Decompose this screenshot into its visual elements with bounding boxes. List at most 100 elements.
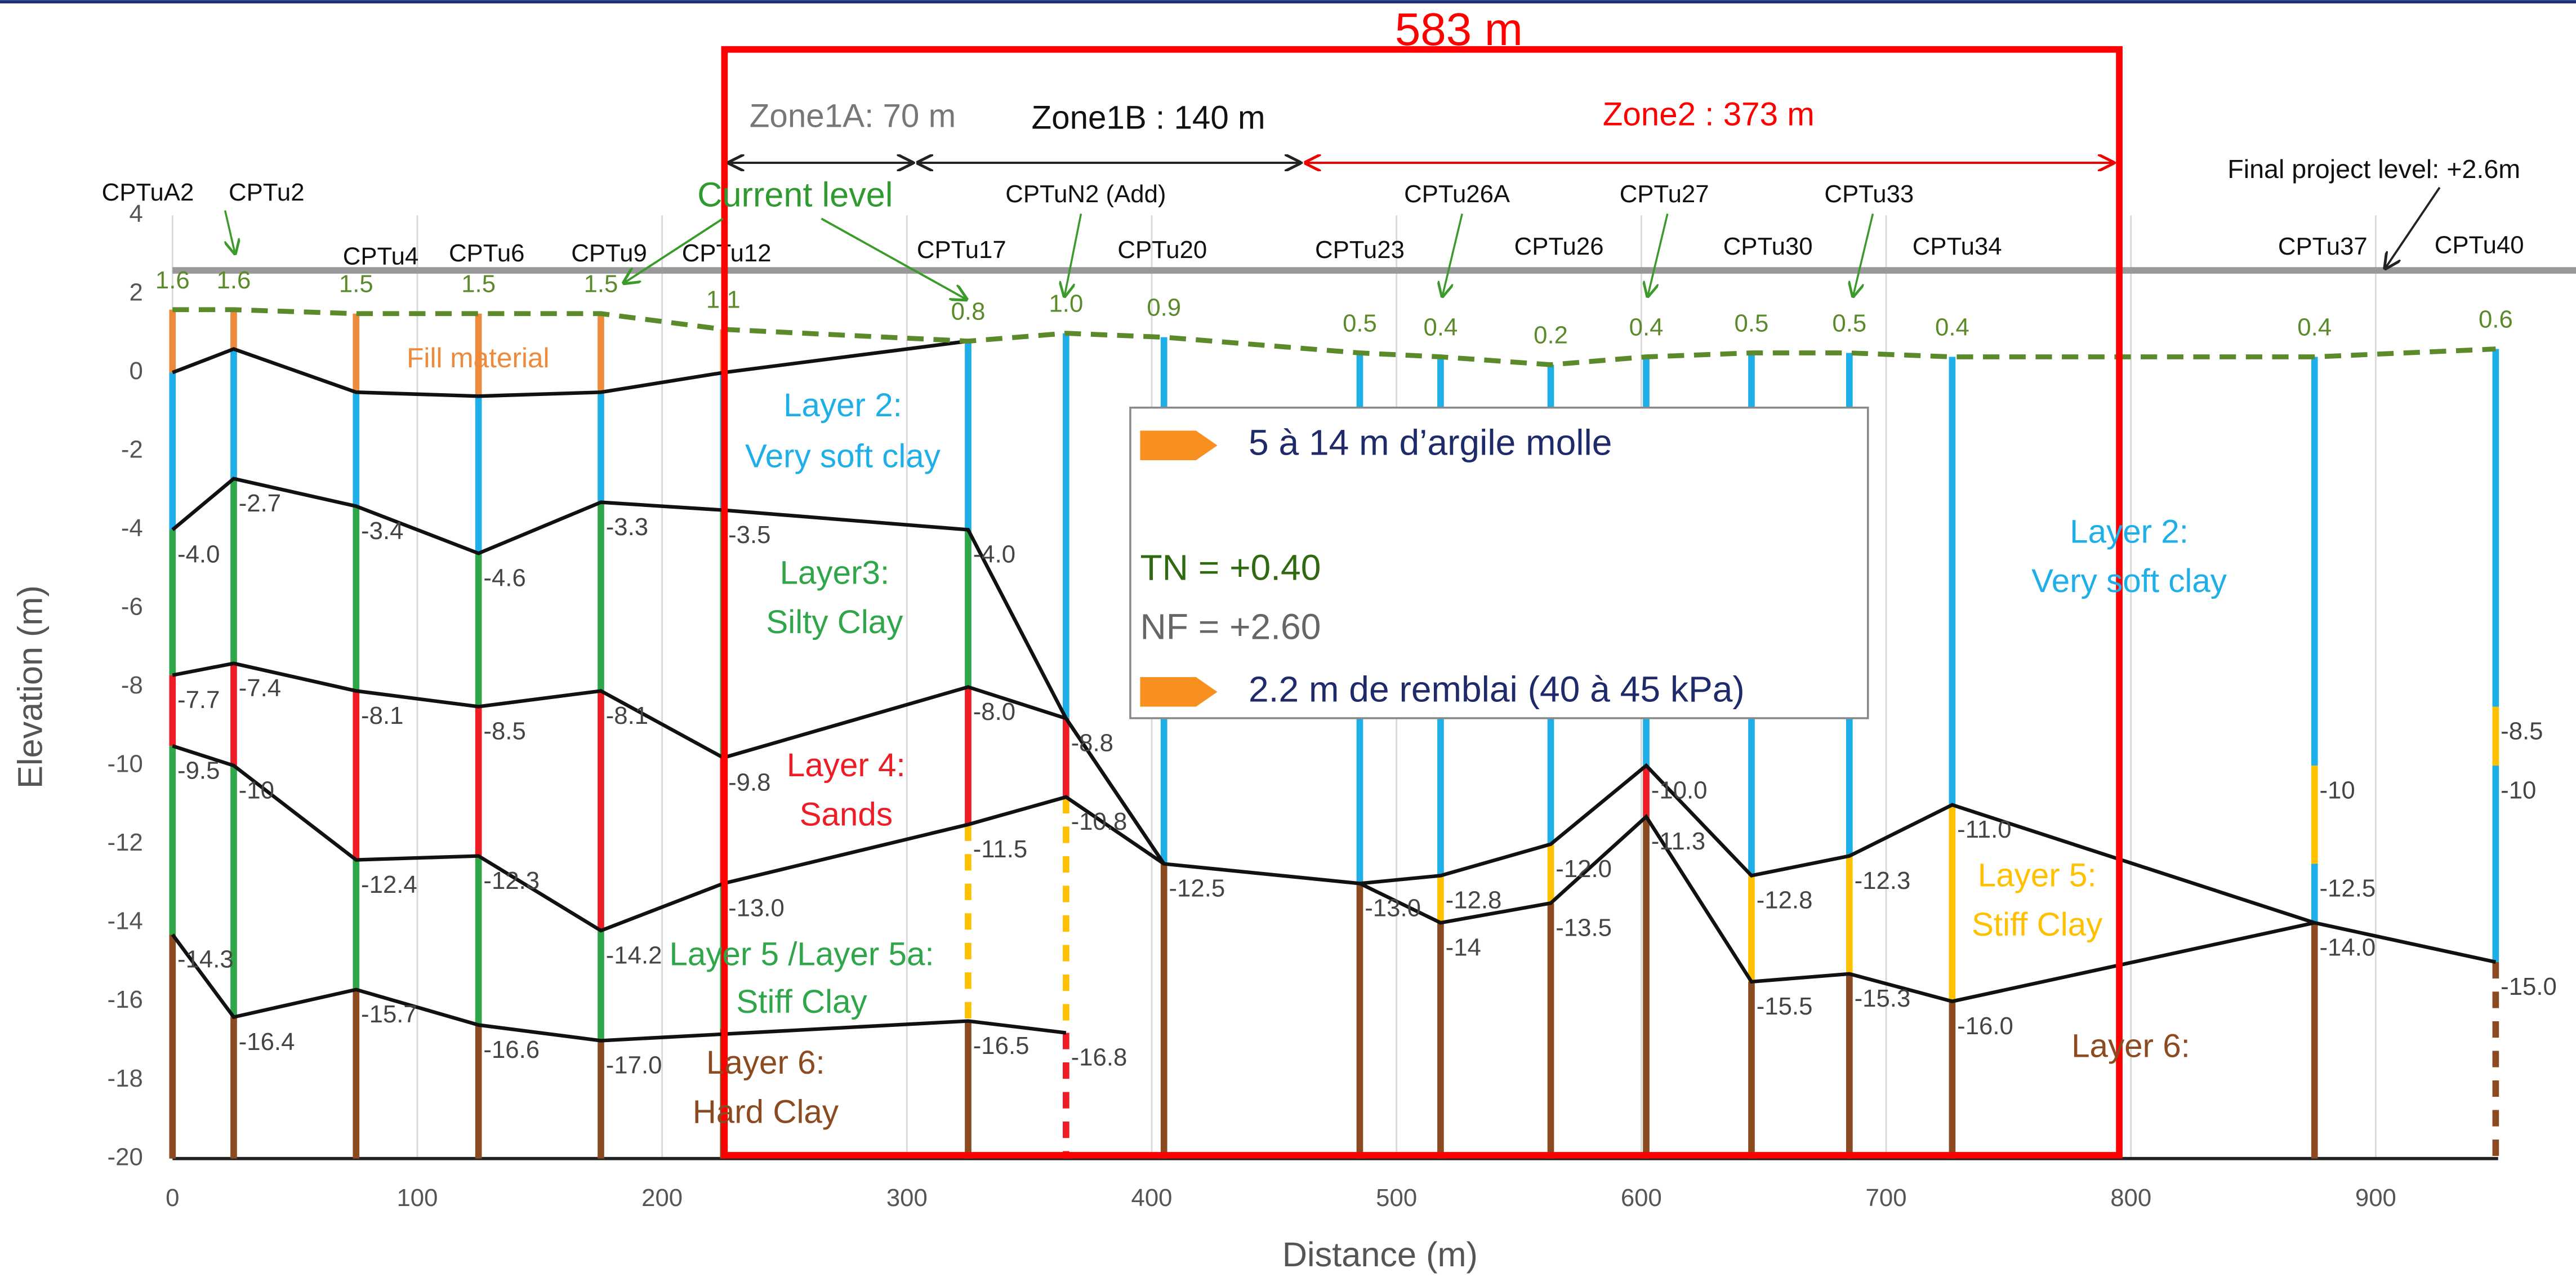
x-axis-title: Distance (m) [1282, 1235, 1478, 1274]
borehole-name: CPTu27 [1620, 180, 1709, 208]
legend: 5 à 14 m d’argile molle TN = +0.40 NF = … [1129, 406, 1869, 719]
ground-level-label: 1.5 [461, 270, 496, 298]
boundary-label: -15.0 [2501, 973, 2557, 1000]
y-tick-label: 2 [129, 278, 142, 306]
ground-level-label: 1.0 [1049, 290, 1083, 318]
layer-label: Fill material [407, 342, 549, 373]
legend-text: 5 à 14 m d’argile molle [1249, 422, 1612, 463]
boundary-label: -10 [239, 776, 274, 804]
boundary-label: -16.8 [1071, 1044, 1127, 1071]
boundary-label: -14.2 [606, 941, 662, 969]
borehole-name: CPTu34 [1913, 233, 2002, 260]
ground-level-label: 1.5 [584, 270, 618, 298]
boundary-label: -12.8 [1757, 887, 1813, 914]
borehole-name: CPTu23 [1315, 236, 1405, 264]
boundary-label: -4.0 [177, 541, 220, 568]
boundary-label: -12.5 [2319, 875, 2376, 902]
y-tick-label: -4 [121, 514, 143, 542]
y-tick-label: -16 [108, 986, 143, 1013]
x-tick-label: 100 [396, 1184, 438, 1212]
boundary-label: -10 [2319, 776, 2355, 804]
borehole-name: CPTu26A [1404, 180, 1510, 208]
boundary-label: -14 [1446, 933, 1481, 961]
y-tick-label: -10 [108, 750, 143, 778]
y-tick-label: -2 [121, 436, 143, 464]
y-tick-label: -6 [121, 593, 143, 621]
boundary-label: -12.3 [1855, 867, 1911, 895]
y-tick-label: -20 [108, 1143, 143, 1171]
x-tick-label: 800 [2110, 1184, 2151, 1212]
current-level-label: Current level [697, 175, 893, 213]
pointer [2386, 186, 2441, 268]
boundary-label: -3.3 [606, 513, 648, 541]
x-tick-label: 700 [1866, 1184, 1907, 1212]
layer-label: Layer 4: [787, 747, 906, 784]
y-tick-label: -12 [108, 829, 143, 856]
ground-level-label: 0.5 [1343, 310, 1377, 337]
boundary-label: -7.4 [239, 674, 281, 702]
layer-label: Very soft clay [745, 438, 941, 474]
boundary-label: -7.7 [177, 686, 220, 714]
boundary-label: -2.7 [239, 490, 281, 517]
pointer [1853, 213, 1874, 296]
ground-level-label: 0.4 [1424, 313, 1458, 341]
layer-label: Layer 2: [783, 387, 902, 424]
ground-level-label: 1.5 [339, 270, 373, 298]
boundary-label: -12.5 [1169, 875, 1225, 902]
pointer [821, 217, 966, 299]
boundary-label: -17.0 [606, 1052, 662, 1079]
boundary-label: -12.3 [483, 867, 540, 895]
layer-label: Layer 6: [706, 1044, 825, 1081]
legend-text: NF = +2.60 [1140, 606, 1321, 647]
layer-label: Stiff Clay [736, 984, 867, 1020]
layer-boundary [172, 744, 1165, 933]
borehole-name: CPTu37 [2278, 233, 2368, 260]
total-length: 583 m [1395, 4, 1523, 55]
borehole-name: CPTu9 [571, 239, 647, 267]
boundary-label: -8.0 [973, 698, 1015, 726]
boundary-label: -11.5 [973, 835, 1027, 863]
x-tick-label: 900 [2355, 1184, 2396, 1212]
layer-boundary [172, 661, 1166, 865]
boundary-label: -13.0 [728, 895, 785, 922]
top-band [0, 0, 2576, 4]
layer-label: Layer3: [780, 555, 890, 591]
boundary-label: -16.5 [973, 1032, 1029, 1060]
boundary-label: -13.0 [1365, 895, 1421, 922]
borehole-name: CPTu2 [229, 179, 305, 206]
boundary-label: -3.5 [728, 521, 770, 549]
zone-box [721, 46, 2123, 1159]
layer-label: Silty Clay [766, 604, 903, 640]
final-level-label: Final project level: +2.6m [2227, 154, 2520, 184]
x-tick-label: 500 [1376, 1184, 1417, 1212]
legend-text: TN = +0.40 [1140, 547, 1321, 588]
boundary-label: -8.5 [483, 718, 525, 745]
layer-label: Layer 5 /Layer 5a: [669, 936, 934, 972]
layer-boundary [1359, 813, 2315, 1003]
boundary-label: -15.3 [1855, 985, 1911, 1012]
boundary-label: -16.6 [483, 1036, 540, 1064]
boundary-label: -8.8 [1071, 729, 1113, 757]
boundary-label: -10.8 [1071, 808, 1127, 835]
boundary-label: -16.0 [1957, 1012, 2013, 1040]
borehole-name: CPTu6 [449, 239, 525, 267]
layer-label: Layer 2: [2070, 514, 2189, 550]
ground-level-label: 0.8 [951, 298, 986, 326]
boundary-label: -8.5 [2501, 718, 2543, 745]
borehole-name: CPTu33 [1824, 180, 1914, 208]
layer-boundary [171, 933, 1067, 1043]
boundary-label: -8.1 [606, 702, 648, 729]
current-level-line [172, 307, 2496, 367]
legend-arrow [1140, 677, 1218, 707]
legend-box [1129, 406, 1869, 719]
ground-level-label: 0.5 [1735, 310, 1769, 337]
pointer [624, 217, 724, 283]
boundary-label: -4.0 [973, 541, 1015, 568]
borehole-name: CPTu40 [2435, 231, 2524, 259]
x-tick-label: 0 [166, 1184, 179, 1212]
boundary-label: -13.5 [1556, 914, 1612, 942]
ground-level-label: 0.9 [1147, 294, 1181, 322]
boundary-label: -4.6 [483, 564, 525, 592]
boundary-label: -8.1 [361, 702, 403, 729]
